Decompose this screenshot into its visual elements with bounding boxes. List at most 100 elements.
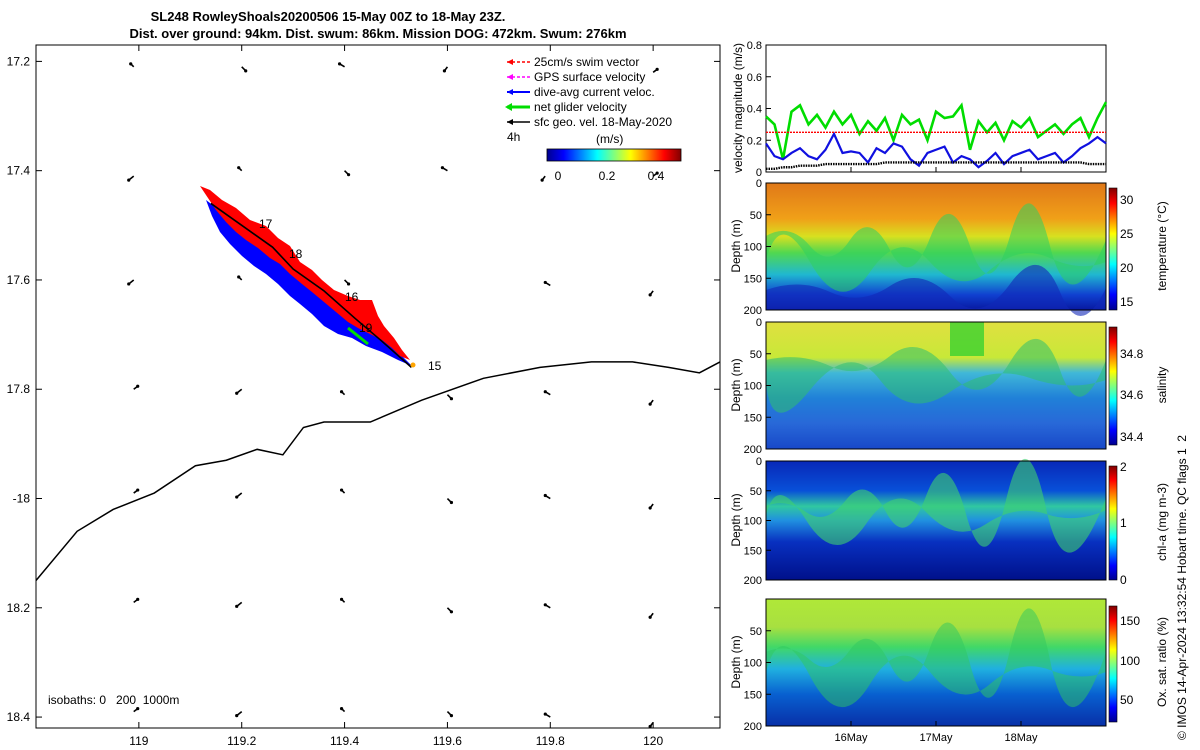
velocity-series-net-glider-velocity (765, 101, 1108, 160)
imos-timestamp-annotation: © IMOS 14-Apr-2024 13:32:54 Hobart time.… (1175, 435, 1189, 740)
coastline-isobath (35, 361, 721, 581)
track-end-marker (410, 362, 416, 368)
net-glider-velocity-arrow (347, 326, 369, 346)
salinity-halocline-band (766, 338, 1106, 413)
geo-velocity-arrowhead (346, 282, 351, 286)
geo-velocity-arrowhead (136, 707, 140, 711)
geo-velocity-arrowhead (648, 293, 652, 297)
map-x-ticks: 119 119.2 119.4 119.6 119.8 120 (129, 45, 663, 748)
chla-depth-label: Depth (m) (729, 493, 743, 546)
depth-tick-label: 0 (756, 178, 762, 190)
legend-label-net-velocity: net glider velocity (534, 100, 627, 114)
geo-velocity-arrowhead (440, 166, 445, 170)
section-panels: 0501001502000501001502000501001502005010… (744, 178, 1118, 733)
geo-velocity-arrowhead (339, 488, 344, 492)
geo-velocity-arrowhead (244, 69, 248, 73)
salinity-depth-label: Depth (m) (729, 358, 743, 411)
geo-velocity-arrowhead (543, 712, 547, 716)
oxygen-cbar-tick-50: 50 (1120, 693, 1134, 707)
depth-tick-label: 100 (744, 516, 762, 528)
geo-velocity-arrowhead (235, 714, 239, 718)
depth-tick-label: 150 (744, 273, 762, 285)
depth-tick-label: 200 (744, 575, 762, 587)
day-label-18: 18 (289, 247, 303, 261)
oxygen-colorbar-ticks: 50 100 150 (1120, 614, 1140, 707)
velocity-y-tick-label: 0.4 (747, 104, 762, 116)
geo-velocity-arrowhead (655, 171, 659, 175)
legend-label-gps-velocity: GPS surface velocity (534, 70, 645, 84)
section-depth-ticks: 0501001502000501001502000501001502005010… (744, 178, 771, 733)
time-step-label: 4h (507, 130, 520, 144)
depth-tick-label: 150 (744, 412, 762, 424)
map-x-tick-label: 120 (643, 734, 663, 748)
legend-label-geo-velocity: sfc geo. vel. 18-May-2020 (534, 115, 672, 129)
depth-tick-label: 200 (744, 721, 762, 733)
map-y-tick-label: -18 (13, 492, 31, 506)
salinity-colorbar-label: salinity (1155, 367, 1169, 404)
geo-velocity-arrowhead (543, 280, 547, 285)
oxygen-cbar-tick-100: 100 (1120, 654, 1140, 668)
salinity-colorbar (1108, 326, 1118, 446)
chla-colorbar (1108, 465, 1118, 581)
depth-tick-label: 100 (744, 242, 762, 254)
colorbar-tick-0: 0 (555, 169, 562, 183)
geo-velocity-arrowhead (339, 597, 344, 601)
depth-tick-label: 50 (750, 486, 762, 498)
velocity-y-tick-label: 0.2 (747, 135, 762, 147)
geo-velocity-arrowhead (129, 62, 133, 66)
geo-velocity-arrowhead (339, 390, 344, 394)
oxygen-cbar-tick-150: 150 (1120, 614, 1140, 628)
isobaths-label: isobaths: 0 200 1000m (48, 693, 179, 707)
geo-velocity-arrowhead (648, 724, 652, 729)
oxygen-depth-label: Depth (m) (729, 635, 743, 688)
geo-velocity-arrowhead (136, 384, 140, 388)
depth-tick-label: 200 (744, 444, 762, 456)
temperature-thermocline-band (766, 203, 1106, 292)
glider-track-line (210, 202, 412, 368)
temperature-colorbar-ticks: 15 20 25 30 (1120, 193, 1134, 309)
day-label-17: 17 (259, 217, 273, 231)
chart-title-line2: Dist. over ground: 94km. Dist. swum: 86k… (129, 26, 626, 41)
geo-velocity-arrowhead (339, 707, 344, 711)
map-y-tick-label: 18.2 (7, 601, 31, 615)
velocity-series-sfc-geo-vel-18-may-2020 (766, 161, 1106, 171)
geo-velocity-arrowhead (543, 390, 547, 394)
geo-velocity-arrowhead (442, 69, 447, 73)
colorbar-tick-0.4: 0.4 (648, 169, 665, 183)
salinity-cbar-tick-34.4: 34.4 (1120, 430, 1144, 444)
velocity-y-label: velocity magnitude (m/s) (731, 43, 745, 173)
temperature-colorbar-label: temperature (°C) (1155, 201, 1169, 291)
geo-velocity-arrowhead (337, 62, 342, 66)
temperature-colorbar (1108, 187, 1118, 311)
swim-vector-fill (200, 186, 410, 360)
geo-velocity-arrowhead (235, 495, 239, 499)
map-x-tick-label: 119.6 (433, 734, 462, 748)
geo-velocity-arrowhead (449, 714, 454, 718)
depth-tick-label: 0 (756, 317, 762, 329)
legend-item-gps-velocity: GPS surface velocity (507, 70, 645, 84)
colorbar-unit-label: (m/s) (596, 132, 623, 146)
chla-maximum-band (766, 458, 1106, 553)
depth-tick-label: 200 (744, 305, 762, 317)
geo-velocity-arrowhead (127, 178, 131, 182)
day-label-15: 15 (428, 359, 442, 373)
depth-tick-label: 0 (756, 456, 762, 468)
map-x-tick-label: 119.4 (330, 734, 359, 748)
legend-item-net-velocity: net glider velocity (505, 100, 627, 114)
depth-tick-label: 150 (744, 545, 762, 557)
map-x-tick-label: 119 (129, 734, 148, 748)
geo-velocity-arrowhead (543, 493, 547, 498)
oxygen-colorbar-label: Ox. sat. ratio (%) (1155, 617, 1169, 707)
geo-velocity-arrowhead (540, 178, 544, 182)
temperature-deep-band (766, 264, 1106, 317)
chla-panel (765, 458, 1118, 581)
salinity-panel (765, 321, 1118, 450)
geo-velocity-arrowhead (136, 488, 140, 492)
geo-velocity-arrowhead (449, 610, 454, 614)
chart-title-line1: SL248 RowleyShoals20200506 15-May 00Z to… (151, 9, 506, 24)
map-y-tick-label: 17.4 (7, 164, 31, 178)
depth-tick-label: 50 (750, 626, 762, 638)
date-tick-label: 17May (919, 732, 953, 744)
day-label-16: 16 (345, 290, 359, 304)
